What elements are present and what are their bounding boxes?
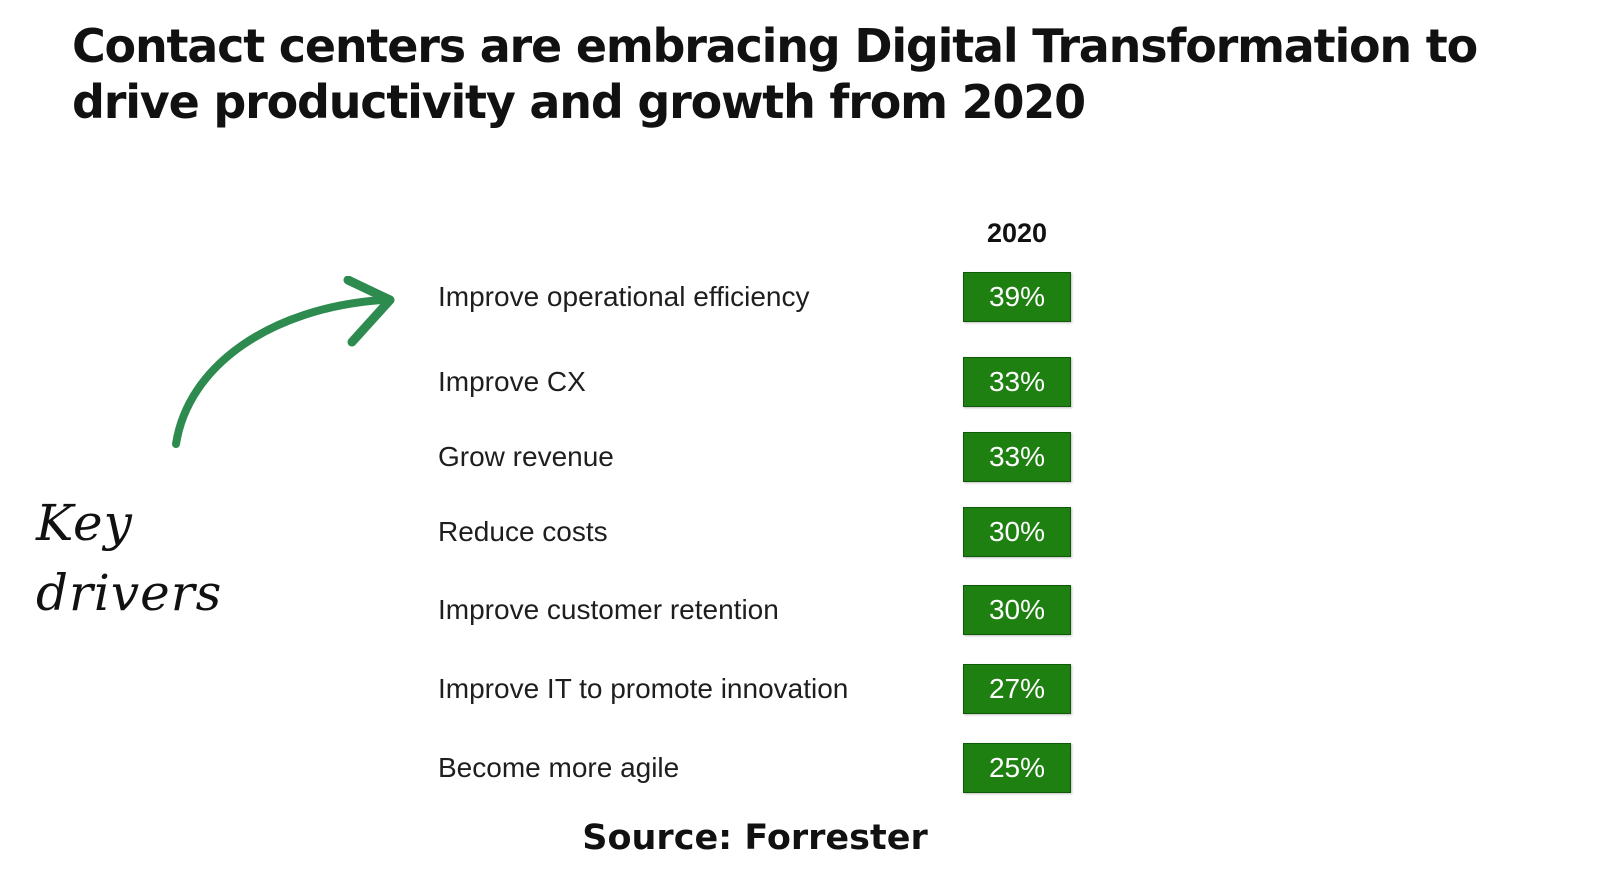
row-label: Improve CX — [438, 366, 586, 397]
value-label: 33% — [988, 366, 1046, 397]
title-line-1: Contact centers are embracing Digital Tr… — [72, 19, 1478, 73]
curved-arrow-icon — [172, 276, 395, 448]
value-badge: 30% — [963, 585, 1071, 635]
row-label: Improve operational efficiency — [438, 281, 810, 312]
value-badge: 39% — [963, 272, 1071, 322]
key-drivers-annotation: Key drivers — [36, 488, 316, 622]
value-badge: 27% — [963, 664, 1071, 714]
row-label: Improve IT to promote innovation — [438, 673, 849, 704]
value-badge: 25% — [963, 743, 1071, 793]
arrow-shaft — [172, 296, 386, 448]
source-citation: Source: Forrester — [582, 818, 928, 858]
value-label: 25% — [988, 752, 1046, 783]
column-header-year: 2020 — [986, 218, 1048, 248]
row-label: Become more agile — [438, 752, 680, 783]
value-label: 33% — [988, 441, 1046, 472]
value-label: 27% — [988, 673, 1046, 704]
row-label: Grow revenue — [438, 441, 614, 472]
value-badge: 33% — [963, 432, 1071, 482]
row-label: Improve customer retention — [438, 594, 779, 625]
value-label: 39% — [988, 281, 1046, 312]
title-line-2: drive productivity and growth from 2020 — [72, 75, 1086, 129]
row-label: Reduce costs — [438, 516, 608, 547]
page-title: Contact centers are embracing Digital Tr… — [72, 18, 1532, 130]
value-label: 30% — [988, 516, 1046, 547]
key-drivers-label: Key drivers — [36, 494, 223, 622]
value-badge: 30% — [963, 507, 1071, 557]
arrow-head — [343, 276, 395, 347]
value-label: 30% — [988, 594, 1046, 625]
value-badge: 33% — [963, 357, 1071, 407]
